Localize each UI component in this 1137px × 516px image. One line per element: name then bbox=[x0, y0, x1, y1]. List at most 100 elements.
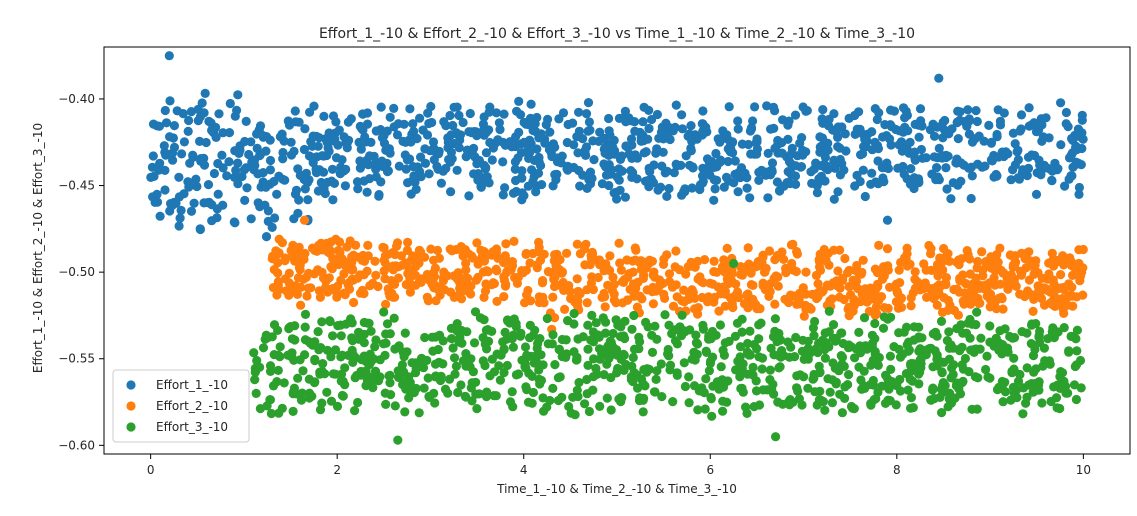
data-point bbox=[742, 183, 752, 193]
data-point bbox=[971, 106, 981, 116]
data-point bbox=[333, 140, 343, 150]
data-point bbox=[630, 126, 640, 136]
data-point bbox=[765, 365, 775, 375]
data-point bbox=[366, 137, 376, 147]
data-point bbox=[414, 408, 424, 418]
data-point bbox=[289, 214, 299, 224]
data-point bbox=[195, 224, 205, 234]
data-point bbox=[1078, 290, 1088, 300]
data-point bbox=[491, 264, 501, 274]
data-point bbox=[525, 320, 535, 330]
data-point bbox=[849, 404, 859, 414]
data-point bbox=[770, 106, 780, 116]
data-point bbox=[980, 161, 990, 171]
data-point bbox=[879, 303, 890, 313]
data-point bbox=[995, 116, 1006, 126]
data-point bbox=[269, 176, 279, 187]
data-point bbox=[662, 130, 672, 140]
data-point bbox=[277, 403, 287, 413]
data-point bbox=[758, 385, 768, 395]
data-point bbox=[779, 254, 789, 264]
data-point bbox=[726, 143, 736, 153]
data-point bbox=[499, 272, 509, 282]
data-point bbox=[454, 337, 464, 347]
data-point bbox=[398, 136, 408, 146]
data-point bbox=[681, 269, 691, 279]
data-point bbox=[916, 116, 926, 126]
data-point bbox=[698, 176, 708, 186]
data-point bbox=[515, 331, 526, 341]
data-point bbox=[540, 138, 550, 148]
data-point bbox=[695, 272, 705, 282]
data-point bbox=[627, 324, 637, 334]
data-point bbox=[934, 356, 944, 366]
data-point bbox=[525, 113, 536, 123]
data-point bbox=[709, 256, 719, 266]
legend: Effort_1_-10 Effort_2_-10 Effort_3_-10 bbox=[112, 369, 250, 443]
data-point bbox=[294, 117, 304, 127]
data-point bbox=[414, 245, 424, 255]
series-2 bbox=[267, 215, 1088, 334]
data-point bbox=[1009, 366, 1020, 376]
data-point bbox=[445, 244, 455, 254]
data-point bbox=[460, 391, 470, 401]
data-point bbox=[563, 165, 573, 175]
data-point bbox=[475, 313, 485, 323]
data-point bbox=[649, 387, 660, 397]
data-point bbox=[809, 331, 819, 341]
data-point bbox=[902, 145, 912, 155]
data-point bbox=[469, 338, 480, 348]
data-point bbox=[403, 178, 413, 188]
data-point bbox=[901, 254, 911, 264]
data-point bbox=[743, 369, 753, 379]
data-point bbox=[452, 274, 462, 284]
data-point bbox=[478, 333, 488, 343]
data-point bbox=[434, 357, 444, 367]
data-point bbox=[906, 361, 916, 371]
data-point bbox=[347, 265, 357, 275]
data-point bbox=[585, 125, 595, 135]
data-point bbox=[191, 174, 201, 184]
data-point bbox=[422, 355, 432, 365]
data-point bbox=[863, 129, 873, 139]
data-point bbox=[288, 406, 298, 416]
data-point bbox=[778, 115, 788, 125]
data-point bbox=[748, 362, 758, 372]
data-point bbox=[637, 394, 647, 404]
data-point bbox=[981, 280, 991, 290]
data-point bbox=[966, 299, 976, 309]
data-point bbox=[785, 395, 795, 405]
data-point bbox=[214, 109, 224, 119]
data-point bbox=[595, 401, 605, 411]
data-point bbox=[773, 281, 783, 291]
data-point bbox=[480, 164, 491, 174]
data-point bbox=[724, 102, 734, 112]
data-point bbox=[376, 177, 386, 187]
y-axis: −0.60 −0.55 −0.50 −0.45 −0.40 bbox=[58, 92, 104, 452]
data-point bbox=[362, 187, 372, 197]
data-point bbox=[424, 391, 434, 402]
data-point bbox=[279, 378, 289, 388]
data-point bbox=[300, 309, 311, 319]
data-point bbox=[915, 285, 925, 295]
data-point bbox=[914, 178, 924, 188]
data-point bbox=[647, 114, 657, 125]
data-point bbox=[476, 182, 486, 192]
data-point bbox=[501, 239, 511, 249]
data-point bbox=[913, 333, 924, 343]
data-point bbox=[533, 168, 544, 178]
data-point bbox=[277, 132, 287, 143]
data-point bbox=[720, 301, 730, 311]
data-point bbox=[716, 362, 726, 372]
data-point bbox=[447, 334, 457, 344]
data-point bbox=[1013, 173, 1023, 183]
data-point bbox=[452, 326, 462, 336]
data-point bbox=[651, 374, 661, 384]
data-point bbox=[500, 183, 510, 193]
data-point bbox=[402, 155, 412, 165]
data-point bbox=[329, 178, 340, 188]
data-point bbox=[698, 320, 708, 330]
data-point bbox=[267, 222, 277, 232]
data-point bbox=[850, 265, 860, 275]
data-point bbox=[839, 294, 849, 305]
